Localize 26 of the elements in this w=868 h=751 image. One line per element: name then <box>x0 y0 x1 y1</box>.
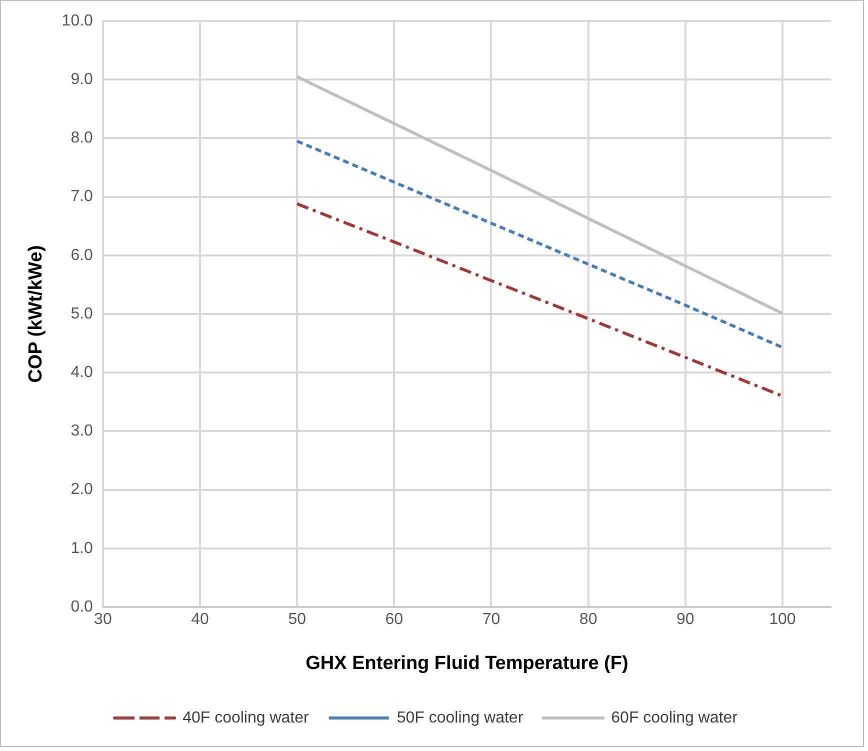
y-axis-title: COP (kWt/kWe) <box>26 245 47 383</box>
x-tick-label: 50 <box>288 611 306 628</box>
x-axis-title: GHX Entering Fluid Temperature (F) <box>306 652 628 674</box>
line-series <box>296 202 784 398</box>
y-tick-label: 4.0 <box>70 364 94 382</box>
x-tick-label: 60 <box>385 611 404 628</box>
legend-label: 60F cooling water <box>611 709 738 726</box>
x-tick-label: 100 <box>769 611 796 628</box>
x-tick-label: 40 <box>191 611 210 628</box>
y-tick-label: 10.0 <box>62 12 94 30</box>
y-tick-label: 7.0 <box>70 188 94 206</box>
y-tick-label: 1.0 <box>70 540 94 557</box>
y-tick-label: 8.0 <box>70 130 94 147</box>
y-tick-label: 5.0 <box>70 305 94 322</box>
legend-label: 50F cooling water <box>396 709 524 726</box>
y-tick-label: 9.0 <box>70 71 94 88</box>
y-tick-label: 0.0 <box>70 598 94 616</box>
legend-label: 40F cooling water <box>182 709 310 726</box>
x-tick-label: 70 <box>482 611 500 628</box>
x-tick-label: 80 <box>579 611 598 628</box>
y-tick-label: 2.0 <box>70 481 94 498</box>
y-tick-label: 6.0 <box>70 246 94 264</box>
x-tick-label: 90 <box>676 611 694 628</box>
y-tick-label: 3.0 <box>70 422 94 440</box>
line-series <box>296 140 784 349</box>
x-tick-label: 30 <box>94 611 112 628</box>
